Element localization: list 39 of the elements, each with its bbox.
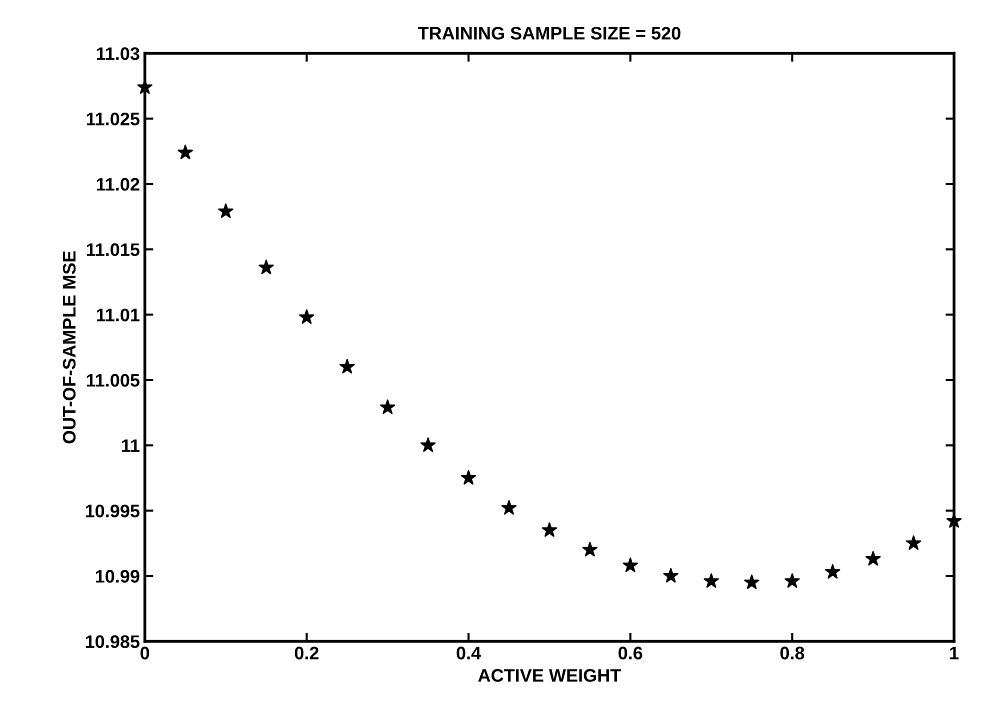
y-tick-label: 11	[122, 439, 140, 452]
point	[380, 399, 396, 414]
point	[420, 437, 436, 452]
x-tick-label: 0.2	[294, 646, 319, 660]
point	[218, 203, 234, 218]
y-tick-label: 10.995	[86, 504, 140, 518]
point	[622, 558, 638, 572]
point	[501, 500, 517, 515]
y-tick-label: 11.02	[96, 178, 140, 191]
chart-title: TRAINING SAMPLE SIZE = 520	[418, 26, 680, 40]
x-tick-label: 0	[140, 646, 150, 660]
y-tick-label: 11.01	[96, 308, 140, 322]
point	[946, 513, 962, 528]
x-axis-title: ACTIVE WEIGHT	[478, 669, 621, 682]
y-axis-title: OUT-OF-SAMPLE MSE	[62, 251, 76, 444]
y-tick-label: 11.015	[86, 243, 140, 256]
y-tick-label: 11.025	[86, 112, 140, 126]
point	[825, 564, 840, 579]
y-tick-label: 10.985	[86, 635, 140, 648]
x-tick-label: 1	[950, 646, 959, 660]
point	[258, 260, 274, 274]
point	[460, 470, 476, 485]
point	[906, 535, 922, 550]
point	[340, 358, 355, 374]
point	[299, 309, 314, 324]
point	[542, 522, 558, 537]
y-tick-label: 11.03	[96, 47, 140, 60]
point	[704, 573, 719, 588]
point	[582, 542, 598, 556]
point	[866, 551, 881, 566]
x-tick-label: 0.4	[456, 646, 481, 660]
y-tick-label: 11.005	[86, 374, 140, 387]
point	[663, 568, 678, 583]
point	[784, 573, 800, 588]
point	[178, 144, 193, 160]
point	[744, 574, 760, 590]
x-tick-label: 0.8	[780, 646, 804, 660]
y-tick-label: 10.99	[96, 570, 140, 583]
x-tick-label: 0.6	[618, 646, 642, 660]
